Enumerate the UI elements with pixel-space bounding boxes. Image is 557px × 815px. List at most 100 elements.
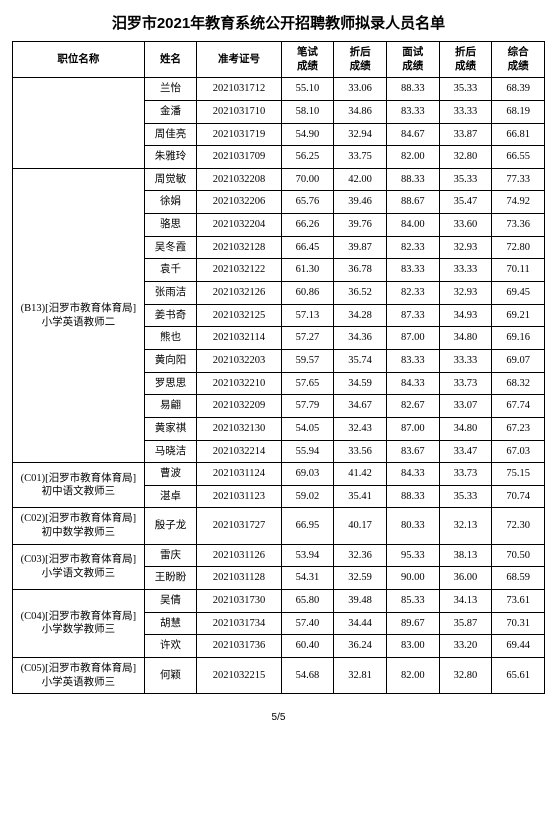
cell-written-adj: 32.43 <box>334 417 387 440</box>
cell-written-adj: 33.06 <box>334 78 387 101</box>
cell-written-adj: 34.59 <box>334 372 387 395</box>
cell-interview-adj: 32.80 <box>439 657 492 693</box>
cell-written: 65.76 <box>281 191 334 214</box>
header-exam-no: 准考证号 <box>197 42 281 78</box>
cell-written-adj: 34.36 <box>334 327 387 350</box>
cell-name: 黄家祺 <box>144 417 197 440</box>
cell-total: 68.39 <box>492 78 545 101</box>
page-number: 5/5 <box>12 712 545 723</box>
table-row: (C02)[汨罗市教育体育局]初中数学教师三殷子龙202103172766.95… <box>13 508 545 544</box>
cell-exam-no: 2021032214 <box>197 440 281 463</box>
cell-interview-adj: 35.33 <box>439 168 492 191</box>
cell-interview: 82.33 <box>386 236 439 259</box>
cell-written-adj: 32.59 <box>334 567 387 590</box>
cell-position: (C04)[汨罗市教育体育局]小学数学教师三 <box>13 590 145 658</box>
cell-written: 65.80 <box>281 590 334 613</box>
cell-total: 70.74 <box>492 485 545 508</box>
cell-interview: 82.33 <box>386 282 439 305</box>
cell-interview-adj: 33.87 <box>439 123 492 146</box>
cell-written: 54.31 <box>281 567 334 590</box>
cell-total: 77.33 <box>492 168 545 191</box>
cell-interview: 83.33 <box>386 259 439 282</box>
cell-name: 许欢 <box>144 635 197 658</box>
cell-written-adj: 36.24 <box>334 635 387 658</box>
cell-position: (C01)[汨罗市教育体育局]初中语文教师三 <box>13 463 145 508</box>
table-row: (C03)[汨罗市教育体育局]小学语文教师三雷庆202103112653.943… <box>13 544 545 567</box>
cell-name: 雷庆 <box>144 544 197 567</box>
cell-interview-adj: 33.33 <box>439 259 492 282</box>
cell-interview-adj: 35.47 <box>439 191 492 214</box>
cell-interview: 84.00 <box>386 214 439 237</box>
cell-written-adj: 34.86 <box>334 100 387 123</box>
cell-total: 75.15 <box>492 463 545 486</box>
header-written-adj: 折后成绩 <box>334 42 387 78</box>
cell-interview-adj: 33.60 <box>439 214 492 237</box>
cell-total: 68.59 <box>492 567 545 590</box>
cell-interview: 83.67 <box>386 440 439 463</box>
document-title: 汨罗市2021年教育系统公开招聘教师拟录人员名单 <box>12 12 545 33</box>
cell-written: 57.79 <box>281 395 334 418</box>
cell-total: 69.44 <box>492 635 545 658</box>
cell-exam-no: 2021032215 <box>197 657 281 693</box>
cell-interview-adj: 33.07 <box>439 395 492 418</box>
cell-written-adj: 39.48 <box>334 590 387 613</box>
table-row: (B13)[汨罗市教育体育局]小学英语教师二周觉敏202103220870.00… <box>13 168 545 191</box>
cell-interview-adj: 34.80 <box>439 417 492 440</box>
cell-interview: 89.67 <box>386 612 439 635</box>
cell-interview-adj: 34.93 <box>439 304 492 327</box>
cell-written-adj: 32.36 <box>334 544 387 567</box>
cell-name: 骆思 <box>144 214 197 237</box>
cell-name: 何颖 <box>144 657 197 693</box>
cell-name: 黄向阳 <box>144 349 197 372</box>
cell-written-adj: 42.00 <box>334 168 387 191</box>
table-row: (C05)[汨罗市教育体育局]小学英语教师三何颖202103221554.683… <box>13 657 545 693</box>
cell-exam-no: 2021032203 <box>197 349 281 372</box>
cell-written: 66.95 <box>281 508 334 544</box>
cell-name: 殷子龙 <box>144 508 197 544</box>
cell-interview-adj: 32.13 <box>439 508 492 544</box>
cell-interview-adj: 35.33 <box>439 485 492 508</box>
cell-interview-adj: 35.33 <box>439 78 492 101</box>
cell-name: 马晓洁 <box>144 440 197 463</box>
cell-interview: 88.33 <box>386 485 439 508</box>
cell-written-adj: 36.52 <box>334 282 387 305</box>
cell-interview: 87.00 <box>386 417 439 440</box>
cell-interview-adj: 32.80 <box>439 146 492 169</box>
cell-written-adj: 34.28 <box>334 304 387 327</box>
cell-interview: 83.33 <box>386 100 439 123</box>
cell-written: 57.65 <box>281 372 334 395</box>
cell-interview: 87.33 <box>386 304 439 327</box>
cell-written-adj: 32.81 <box>334 657 387 693</box>
cell-written-adj: 33.75 <box>334 146 387 169</box>
cell-written: 60.86 <box>281 282 334 305</box>
cell-interview-adj: 33.33 <box>439 100 492 123</box>
cell-written-adj: 39.87 <box>334 236 387 259</box>
cell-interview: 82.00 <box>386 146 439 169</box>
cell-name: 朱雅玲 <box>144 146 197 169</box>
cell-total: 68.19 <box>492 100 545 123</box>
cell-written: 70.00 <box>281 168 334 191</box>
cell-written-adj: 39.76 <box>334 214 387 237</box>
cell-position: (C02)[汨罗市教育体育局]初中数学教师三 <box>13 508 145 544</box>
cell-interview: 83.00 <box>386 635 439 658</box>
cell-interview-adj: 33.20 <box>439 635 492 658</box>
cell-total: 67.03 <box>492 440 545 463</box>
cell-total: 72.30 <box>492 508 545 544</box>
cell-name: 罗思思 <box>144 372 197 395</box>
cell-written: 66.26 <box>281 214 334 237</box>
cell-written-adj: 33.56 <box>334 440 387 463</box>
cell-written: 55.10 <box>281 78 334 101</box>
cell-interview-adj: 34.13 <box>439 590 492 613</box>
results-table: 职位名称 姓名 准考证号 笔试成绩 折后成绩 面试成绩 折后成绩 综合成绩 兰怡… <box>12 41 545 694</box>
cell-name: 周觉敏 <box>144 168 197 191</box>
cell-exam-no: 2021031709 <box>197 146 281 169</box>
cell-exam-no: 2021031730 <box>197 590 281 613</box>
cell-exam-no: 2021031123 <box>197 485 281 508</box>
cell-name: 易翩 <box>144 395 197 418</box>
cell-exam-no: 2021031712 <box>197 78 281 101</box>
cell-exam-no: 2021031736 <box>197 635 281 658</box>
header-written: 笔试成绩 <box>281 42 334 78</box>
cell-total: 73.36 <box>492 214 545 237</box>
cell-name: 兰怡 <box>144 78 197 101</box>
cell-written-adj: 34.67 <box>334 395 387 418</box>
